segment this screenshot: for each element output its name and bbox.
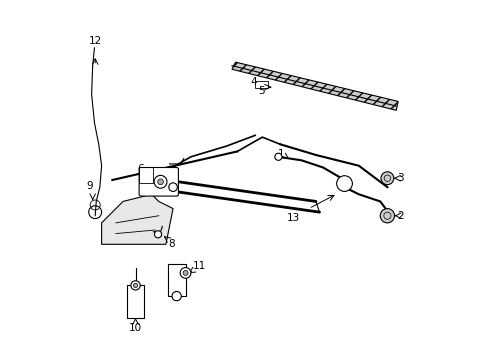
Bar xyxy=(139,167,153,183)
Text: 11: 11 xyxy=(193,261,206,271)
Text: 4: 4 xyxy=(249,77,256,87)
Circle shape xyxy=(131,281,140,290)
FancyBboxPatch shape xyxy=(139,167,178,196)
Text: 5: 5 xyxy=(258,86,264,96)
Circle shape xyxy=(157,179,163,185)
Bar xyxy=(255,81,267,88)
Polygon shape xyxy=(102,194,173,244)
Circle shape xyxy=(380,208,394,223)
Circle shape xyxy=(172,292,181,301)
Circle shape xyxy=(154,231,162,238)
Text: 9: 9 xyxy=(87,181,93,192)
Text: 8: 8 xyxy=(167,239,174,249)
Circle shape xyxy=(183,270,188,275)
Text: 6: 6 xyxy=(137,164,144,174)
Text: 3: 3 xyxy=(397,173,404,183)
Circle shape xyxy=(380,172,393,185)
Text: 7: 7 xyxy=(139,173,146,183)
Circle shape xyxy=(336,176,352,192)
Bar xyxy=(126,285,144,318)
Text: 1: 1 xyxy=(277,149,284,159)
Circle shape xyxy=(274,153,282,160)
Circle shape xyxy=(133,283,138,288)
Text: 13: 13 xyxy=(286,212,300,222)
Bar xyxy=(167,264,185,296)
Text: 2: 2 xyxy=(397,211,404,221)
Text: 12: 12 xyxy=(88,36,102,46)
Circle shape xyxy=(180,267,190,278)
Text: 10: 10 xyxy=(129,323,142,333)
Circle shape xyxy=(168,183,177,192)
Polygon shape xyxy=(231,62,397,111)
